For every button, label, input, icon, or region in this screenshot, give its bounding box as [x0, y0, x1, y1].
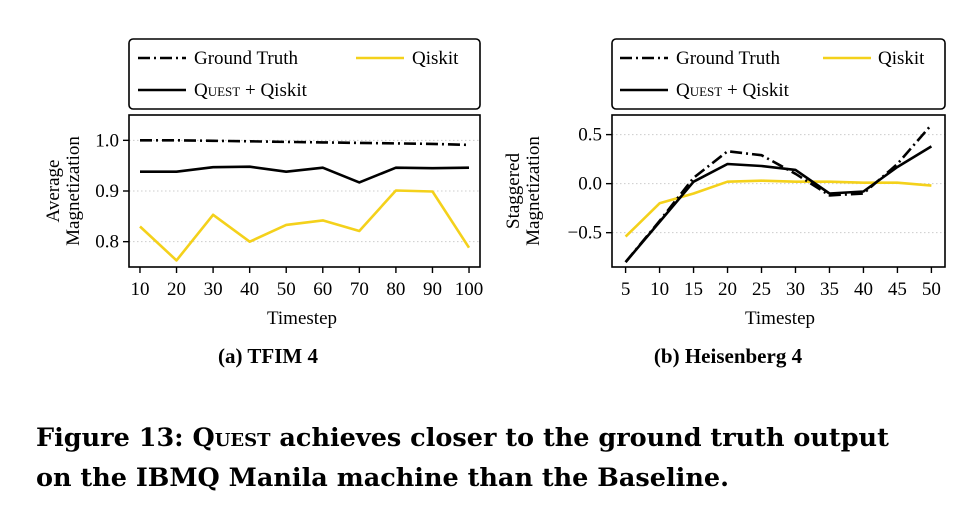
legend-b-quest-suffix: + Qiskit	[722, 80, 789, 101]
panel-a-xtick-label: 60	[313, 279, 332, 300]
panel-b-ytick-label: −0.5	[568, 223, 602, 244]
panel-a-xtick-label: 70	[350, 279, 369, 300]
panel-a-ylabel-line1: Average	[43, 160, 64, 223]
panel-b-xtick-label: 50	[922, 279, 941, 300]
panel-a-series-qiskit	[139, 189, 471, 262]
panel-a-series-quest-qiskit	[140, 165, 470, 184]
panel-a-series-ground-truth	[140, 139, 470, 147]
panel-a-ytick-label: 0.8	[95, 232, 119, 253]
legend-a-quest-name: Quest	[194, 80, 240, 101]
legend-b-ground-truth-label: Ground Truth	[676, 48, 780, 69]
legend-a-quest-qiskit-label: Quest + Qiskit	[194, 80, 308, 101]
panel-a-ytick-label: 1.0	[95, 130, 119, 151]
panel-a-xlabel: Timestep	[267, 308, 337, 329]
panel-b-series-qiskit	[624, 179, 932, 238]
legend-a-qiskit-label: Qiskit	[412, 48, 459, 69]
panel-a-xtick-label: 100	[455, 279, 484, 300]
legend-b: Ground Truth Qiskit Quest + Qiskit	[611, 38, 946, 110]
panel-b-subcaption: (b) Heisenberg 4	[654, 344, 803, 368]
panel-a-subcaption: (a) TFIM 4	[218, 344, 318, 368]
panel-a-xtick-label: 40	[240, 279, 259, 300]
panel-a-ylabel-line2: Magnetization	[63, 136, 84, 246]
panel-b: −0.5 0.0 0.5 5 10 15 20 25 30 35 40 45 50 Timestep S…	[503, 114, 946, 368]
panel-a-xtick-label: 50	[277, 279, 296, 300]
panel-b-series-ground-truth	[624, 123, 933, 263]
legend-b-quest-name: Quest	[676, 80, 722, 101]
legend-b-qiskit-label: Qiskit	[878, 48, 925, 69]
panel-b-ytick-label: 0.0	[578, 174, 602, 195]
caption-line-1: Figure 13: Quest achieves closer to the …	[36, 418, 956, 458]
caption-line1-rest: achieves closer to the ground truth outp…	[270, 423, 889, 453]
legend-a: Ground Truth Qiskit Quest + Qiskit	[128, 38, 481, 110]
panel-b-ylabel-line1: Staggered	[503, 153, 524, 229]
panel-b-xtick-label: 30	[786, 279, 805, 300]
legend-a-ground-truth-label: Ground Truth	[194, 48, 298, 69]
figure-caption: Figure 13: Quest achieves closer to the …	[36, 418, 956, 498]
panel-b-xtick-label: 5	[621, 279, 631, 300]
caption-quest-name: Quest	[192, 423, 271, 453]
panel-b-xtick-label: 25	[752, 279, 771, 300]
panel-b-xtick-label: 40	[854, 279, 873, 300]
panel-b-ylabel-line2: Magnetization	[523, 136, 544, 246]
panel-a-xtick-label: 80	[386, 279, 405, 300]
panel-a-xtick-label: 10	[130, 279, 149, 300]
legend-a-quest-suffix: + Qiskit	[240, 80, 307, 101]
panel-a-xtick-label: 30	[204, 279, 223, 300]
panel-a-ytick-label: 0.9	[95, 181, 119, 202]
panel-a-xtick-label: 20	[167, 279, 186, 300]
panel-b-series-quest-qiskit	[624, 145, 933, 263]
legend-b-frame	[611, 38, 946, 110]
panel-b-xtick-label: 45	[888, 279, 907, 300]
panel-a-xtick-label: 90	[423, 279, 442, 300]
panel-b-xtick-label: 15	[684, 279, 703, 300]
panel-b-axes-frame	[611, 114, 946, 268]
panel-b-ytick-label: 0.5	[578, 125, 602, 146]
panel-b-xtick-label: 35	[820, 279, 839, 300]
panel-a: 0.80.91.010 20 30 40 50 60 70 80 90 100 Timestep …	[43, 114, 484, 368]
legend-a-frame	[128, 38, 481, 110]
panel-b-xtick-label: 10	[650, 279, 669, 300]
panel-b-xlabel: Timestep	[745, 308, 815, 329]
caption-line-2: on the IBMQ Manila machine than the Base…	[36, 463, 729, 493]
legend-b-quest-qiskit-label: Quest + Qiskit	[676, 80, 790, 101]
caption-prefix: Figure 13:	[36, 423, 193, 453]
panel-b-xtick-label: 20	[718, 279, 737, 300]
